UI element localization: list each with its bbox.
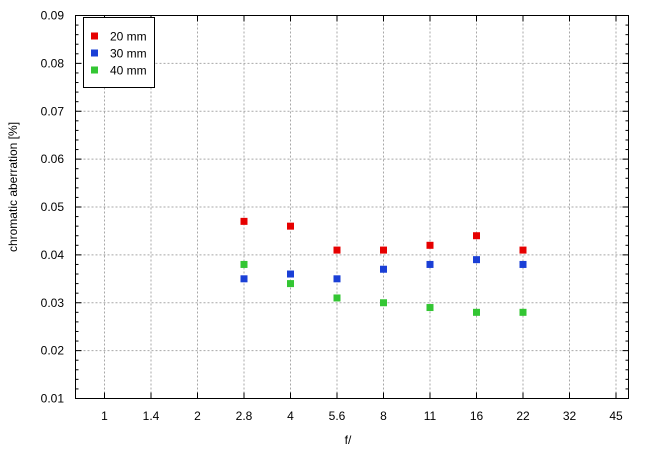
data-point <box>473 256 480 264</box>
y-tick-label: 0.06 <box>41 152 65 166</box>
data-point <box>333 294 341 302</box>
x-tick-label: 32 <box>563 409 577 423</box>
data-point <box>333 246 341 254</box>
data-point <box>287 270 294 278</box>
x-tick-label: 45 <box>609 409 623 423</box>
data-point <box>380 299 387 307</box>
x-tick-label: 5.6 <box>329 409 346 423</box>
y-tick-label: 0.02 <box>41 344 65 358</box>
y-tick-label: 0.04 <box>41 248 65 262</box>
data-point <box>473 232 480 240</box>
x-tick-label: 22 <box>516 409 530 423</box>
x-tick-label: 2 <box>194 409 201 423</box>
tick-labels: 0.01 0.02 0.03 0.04 0.05 0.06 0.07 0.08 0.09 1 1.4… <box>41 9 623 424</box>
plot-frame <box>75 15 629 399</box>
x-tick-label: 8 <box>380 409 387 423</box>
legend-marker <box>91 49 98 57</box>
data-point <box>380 265 387 273</box>
x-tick-label: 1.4 <box>143 409 160 423</box>
legend-label: 30 mm <box>110 47 147 61</box>
y-axis-title: chromatic aberration [%] <box>6 122 20 252</box>
x-tick-label: 16 <box>470 409 484 423</box>
legend-label: 40 mm <box>110 64 147 78</box>
legend-marker <box>91 32 98 40</box>
y-tick-label: 0.01 <box>41 392 65 406</box>
data-point <box>426 241 434 249</box>
y-tick-label: 0.05 <box>41 200 65 214</box>
data-point <box>519 308 527 316</box>
data-point <box>240 275 248 283</box>
data-point <box>287 222 294 230</box>
data-point <box>240 260 248 268</box>
x-tick-label: 2.8 <box>236 409 253 423</box>
data-point <box>240 217 248 225</box>
x-tick-label: 4 <box>287 409 294 423</box>
data-point <box>519 246 527 254</box>
legend-label: 20 mm <box>110 30 147 44</box>
x-tick-label: 1 <box>101 409 108 423</box>
x-axis-title: f/ <box>345 433 352 447</box>
y-tick-label: 0.09 <box>41 9 65 23</box>
data-point <box>519 260 527 268</box>
y-tick-label: 0.03 <box>41 296 65 310</box>
data-point <box>380 246 387 254</box>
data-point <box>426 260 434 268</box>
y-tick-label: 0.07 <box>41 104 65 118</box>
data-point <box>333 275 341 283</box>
y-tick-label: 0.08 <box>41 56 65 70</box>
legend-marker <box>91 66 98 74</box>
x-tick-label: 11 <box>424 409 437 423</box>
data-point <box>473 308 480 316</box>
data-point <box>426 304 434 312</box>
data-point <box>287 280 294 288</box>
data-points <box>240 217 527 316</box>
grid <box>75 15 629 399</box>
legend: 20 mm 30 mm 40 mm <box>83 17 155 88</box>
